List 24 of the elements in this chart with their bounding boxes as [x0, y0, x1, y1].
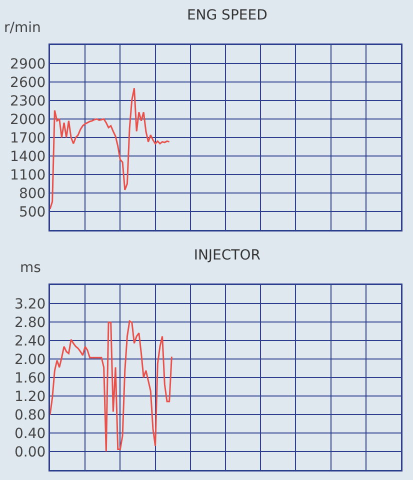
y-tick-label: 3.20 — [14, 296, 46, 312]
y-tick-label: 0.40 — [14, 426, 46, 442]
y-axis-title: r/min — [4, 20, 41, 36]
y-tick-label: 2300 — [10, 93, 46, 110]
y-tick-label: 500 — [18, 204, 46, 220]
y-tick-label: 2900 — [10, 56, 46, 72]
y-tick-label: 0.80 — [14, 407, 46, 424]
y-tick-label: 2600 — [10, 74, 46, 91]
line-series — [50, 87, 170, 210]
y-tick-label: 800 — [18, 186, 46, 202]
y-tick-label: 1400 — [10, 148, 46, 165]
line-series — [50, 320, 172, 452]
y-tick-label: 2.00 — [14, 352, 46, 368]
y-tick-label: 1100 — [10, 167, 46, 184]
y-tick-label: 1.60 — [14, 370, 46, 386]
chart-title: INJECTOR — [194, 247, 261, 264]
y-tick-label: 2000 — [10, 112, 46, 128]
y-axis-title: ms — [20, 260, 41, 276]
y-tick-label: 2.80 — [14, 314, 46, 331]
y-tick-label: 0.00 — [14, 444, 46, 460]
y-tick-label: 1.20 — [14, 388, 46, 405]
y-tick-label: 2.40 — [14, 333, 46, 350]
chart-title: ENG SPEED — [186, 7, 268, 24]
y-tick-label: 1700 — [10, 130, 46, 146]
